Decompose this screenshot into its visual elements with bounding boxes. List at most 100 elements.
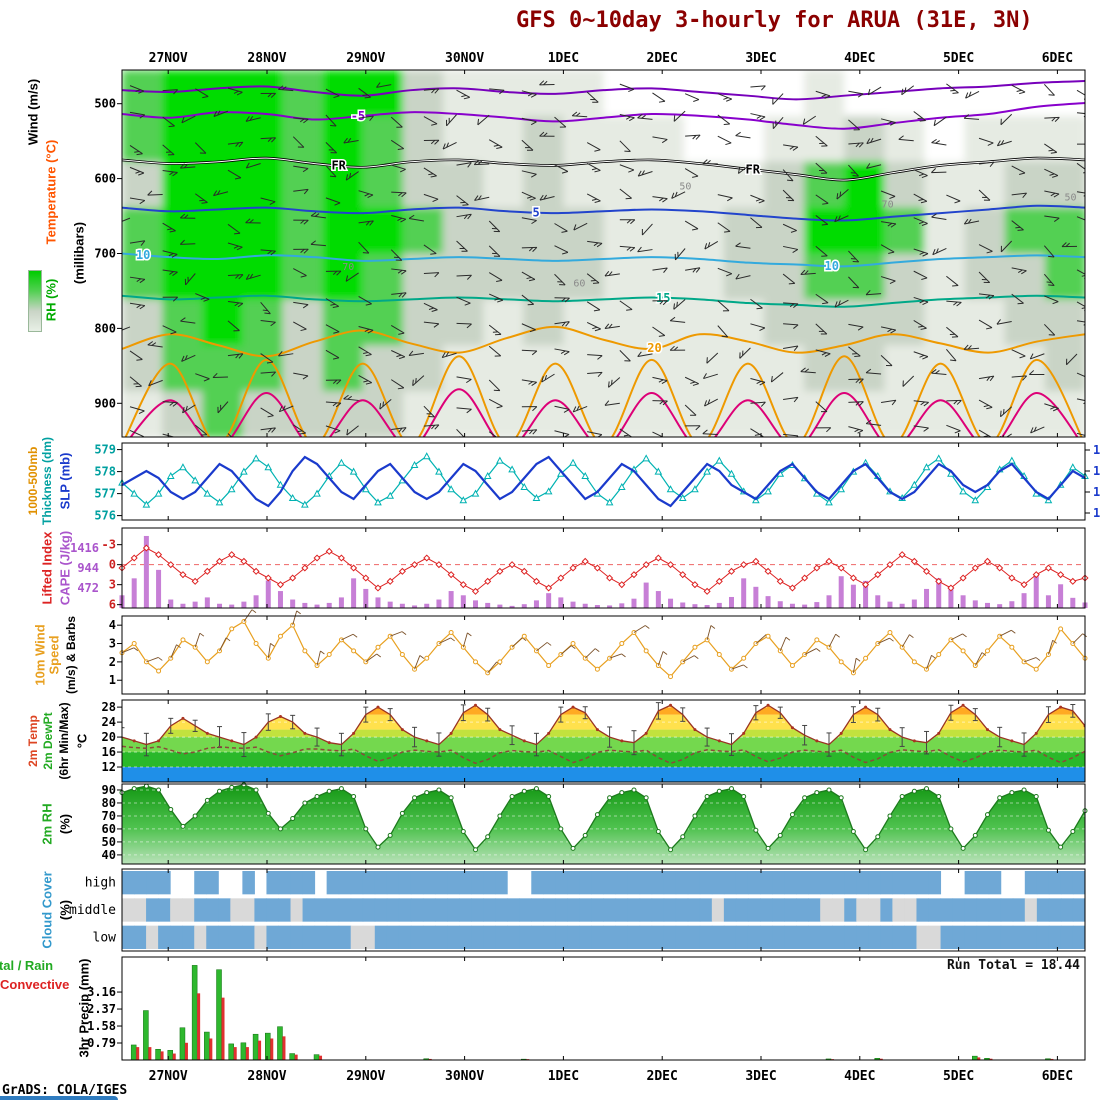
cape-axis-label: CAPE (J/kg) <box>57 530 73 606</box>
svg-text:6: 6 <box>109 598 116 612</box>
panel-wind10m <box>119 609 1088 680</box>
svg-text:30NOV: 30NOV <box>445 51 484 66</box>
svg-text:70: 70 <box>342 262 354 273</box>
slp-axis-label: SLP (mb) <box>57 452 73 510</box>
minmax-axis-label: (6hr Min/Max) <box>57 702 71 780</box>
panel-cloud-cover <box>122 871 1086 949</box>
wind10m-axis-label-3: (m/s) & Barbs <box>64 615 78 695</box>
grads-credit: GrADS: COLA/IGES <box>2 1083 128 1098</box>
svg-text:27NOV: 27NOV <box>149 1069 188 1084</box>
axes: 5006007008009005795785775761017101410111… <box>69 51 1100 1084</box>
svg-text:579: 579 <box>94 443 116 457</box>
svg-text:high: high <box>85 876 116 891</box>
svg-text:4DEC: 4DEC <box>844 1069 875 1084</box>
wind-axis-label: Wind (m/s) <box>25 78 41 146</box>
svg-text:Run Total = 18.44: Run Total = 18.44 <box>947 958 1080 973</box>
svg-text:3DEC: 3DEC <box>745 1069 776 1084</box>
rh2m-pct-label: (%) <box>57 813 73 835</box>
svg-text:70: 70 <box>882 200 894 211</box>
svg-text:50: 50 <box>102 835 116 849</box>
svg-text:1011: 1011 <box>1093 485 1100 499</box>
svg-text:578: 578 <box>94 465 116 479</box>
svg-text:3.16: 3.16 <box>87 985 116 999</box>
panel-slp-thickness <box>118 452 1089 508</box>
svg-text:3: 3 <box>109 578 116 592</box>
millibars-axis-label: (millibars) <box>71 221 87 285</box>
svg-text:30NOV: 30NOV <box>445 1069 484 1084</box>
svg-text:40: 40 <box>102 848 116 862</box>
svg-text:10: 10 <box>825 259 839 273</box>
temp2m-axis-label: 2m Temp <box>26 715 40 767</box>
svg-text:577: 577 <box>94 487 116 501</box>
rh2m-axis-label: 2m RH <box>39 803 55 845</box>
svg-text:60: 60 <box>102 822 116 836</box>
svg-text:60: 60 <box>573 279 585 290</box>
svg-text:4: 4 <box>109 618 116 632</box>
svg-text:1017: 1017 <box>1093 443 1100 457</box>
panel-precip: Run Total = 18.44 <box>130 958 1080 1061</box>
panel-temp2m <box>122 702 1085 782</box>
cloud-pct-label: (%) <box>57 899 73 921</box>
svg-text:0: 0 <box>109 558 116 572</box>
svg-text:29NOV: 29NOV <box>346 1069 385 1084</box>
rh-colorbar <box>28 270 42 332</box>
svg-text:27NOV: 27NOV <box>149 51 188 66</box>
svg-text:2DEC: 2DEC <box>647 1069 678 1084</box>
panel-upper-air: 70 60 50 70 50 -5 FR FR 5 10 10 15 20 <box>122 70 1085 437</box>
svg-text:28NOV: 28NOV <box>247 1069 286 1084</box>
svg-text:low: low <box>93 930 117 945</box>
svg-text:50: 50 <box>679 181 691 192</box>
chart-title: GFS 0~10day 3-hourly for ARUA (31E, 3N) <box>516 8 1033 33</box>
panel-rh2m <box>119 782 1088 864</box>
degc-axis-label: °C <box>74 733 90 749</box>
svg-text:1008: 1008 <box>1093 506 1100 520</box>
svg-text:28NOV: 28NOV <box>247 51 286 66</box>
panel-cape-li <box>118 535 1089 608</box>
svg-text:20: 20 <box>102 730 116 744</box>
svg-text:-5: -5 <box>351 109 365 123</box>
cloud-cover-axis-label: Cloud Cover <box>39 871 55 949</box>
svg-text:576: 576 <box>94 509 116 523</box>
svg-text:-3: -3 <box>102 538 116 552</box>
wind10m-axis-label-1: 10m Wind <box>32 624 48 686</box>
wind-barbs <box>122 80 1085 437</box>
svg-text:20: 20 <box>647 341 661 355</box>
svg-text:0.79: 0.79 <box>87 1036 116 1050</box>
svg-text:6DEC: 6DEC <box>1042 1069 1073 1084</box>
wind10m-axis-label-2: Speed <box>46 635 62 675</box>
svg-text:70: 70 <box>102 809 116 823</box>
svg-text:16: 16 <box>102 745 116 759</box>
thickness-axis-label-1: 1000-500mb <box>26 446 40 516</box>
svg-text:FR: FR <box>331 158 346 172</box>
svg-text:1DEC: 1DEC <box>548 1069 579 1084</box>
svg-text:1416: 1416 <box>70 541 99 555</box>
svg-text:middle: middle <box>69 903 116 918</box>
svg-text:FR: FR <box>746 163 761 177</box>
rh-axis-label: RH (%) <box>43 278 59 322</box>
svg-text:90: 90 <box>102 783 116 797</box>
svg-text:3DEC: 3DEC <box>745 51 776 66</box>
svg-text:15: 15 <box>656 291 670 305</box>
svg-text:2: 2 <box>109 655 116 669</box>
svg-text:28: 28 <box>102 700 116 714</box>
svg-text:29NOV: 29NOV <box>346 51 385 66</box>
svg-text:600: 600 <box>94 172 116 186</box>
svg-text:12: 12 <box>102 760 116 774</box>
thickness-axis-label-2: Thickness (dm) <box>40 436 54 526</box>
grads-bar <box>0 1096 118 1100</box>
svg-text:700: 700 <box>94 247 116 261</box>
svg-text:944: 944 <box>77 561 99 575</box>
svg-text:2.37: 2.37 <box>87 1002 116 1016</box>
svg-text:1DEC: 1DEC <box>548 51 579 66</box>
svg-text:5: 5 <box>532 205 539 219</box>
precip-convective-legend: Convective <box>0 977 70 992</box>
svg-text:5DEC: 5DEC <box>943 1069 974 1084</box>
svg-text:24: 24 <box>102 715 116 729</box>
svg-text:472: 472 <box>77 581 99 595</box>
svg-text:50: 50 <box>1065 192 1077 203</box>
precip-axis-label: 3hr Precip (mm) <box>76 958 92 1058</box>
svg-text:500: 500 <box>94 97 116 111</box>
lifted-index-axis-label: Lifted Index <box>39 531 55 605</box>
